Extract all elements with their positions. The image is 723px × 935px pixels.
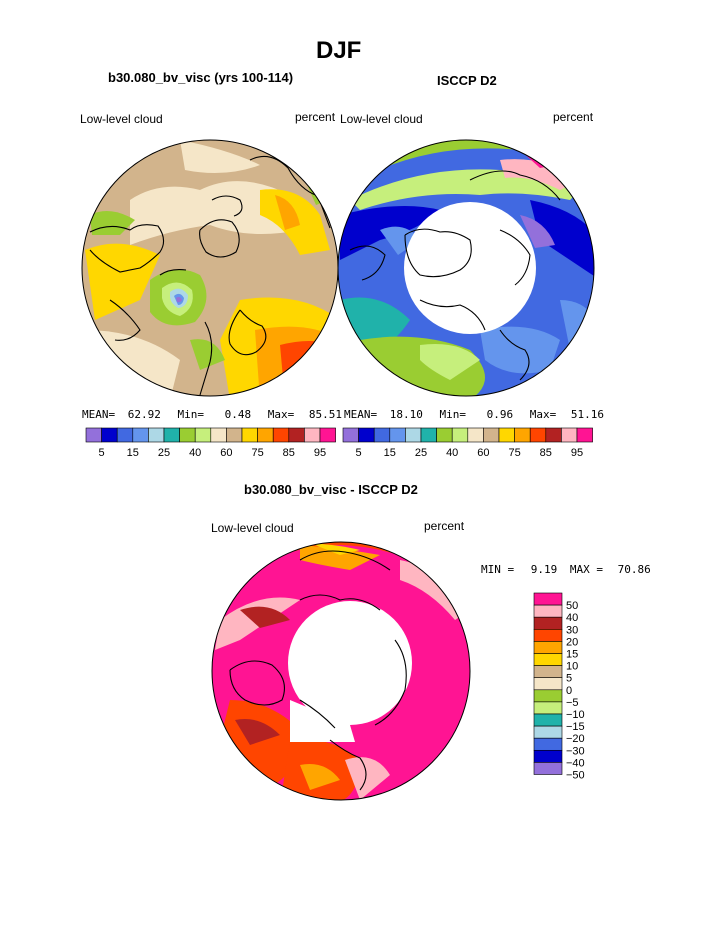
diff-colorbar-label: −30 [566,745,585,757]
obs-colorbar-label: 75 [508,447,520,459]
obs-colorbar-label: 40 [446,447,458,459]
obs-colorbar-swatch [576,427,593,443]
diff-colorbar-label: 15 [566,649,578,661]
obs-min-value: 0.96 [486,408,514,421]
obs-units-label: percent [553,110,594,124]
model-colorbar-label: 60 [220,447,232,459]
diff-colorbar-swatch [533,653,563,666]
diff-colorbar-label: −40 [566,757,585,769]
diff-colorbar-label: 50 [566,600,578,612]
obs-max-label: Max= [529,408,557,421]
obs-mean-value: 18.10 [389,408,423,421]
obs-mean-label: MEAN= [344,408,378,421]
model-max-label: Max= [267,408,295,421]
diff-colorbar-label: 20 [566,636,578,648]
diff-colorbar-label: 40 [566,612,578,624]
model-colorbar-label: 25 [158,447,170,459]
model-max-value: 85.51 [308,408,342,421]
diff-min-value: 9.19 [530,563,558,576]
obs-min-label: Min= [439,408,467,421]
obs-variable-label: Low-level cloud [340,112,423,126]
diff-colorbar-label: −5 [566,697,579,709]
model-colorbar-label: 85 [283,447,295,459]
obs-title: ISCCP D2 [437,73,497,88]
diff-stats: MIN = 9.19 MAX = 70.86 [481,563,651,576]
model-stats: MEAN= 62.92 Min= 0.48 Max= 85.51 [82,408,342,421]
page-title: DJF [316,37,362,64]
diff-colorbar-label: −10 [566,709,585,721]
diff-colorbar-swatch [533,725,563,739]
diff-colorbar-swatch [533,641,563,654]
diff-colorbar-swatch [533,749,563,763]
obs-colorbar-label: 95 [571,447,583,459]
diff-units-label: percent [424,519,465,533]
diff-colorbar-label: 10 [566,661,578,673]
diff-colorbar-swatch [533,592,563,606]
diff-colorbar-label: −50 [566,770,585,782]
diff-colorbar-swatch [533,665,563,678]
diff-min-label: MIN = [481,563,515,576]
diff-colorbar-label: 5 [566,673,572,685]
model-min-label: Min= [177,408,205,421]
diff-colorbar-swatch [533,689,563,703]
diff-colorbar-label: 30 [566,624,578,636]
diff-title: b30.080_bv_visc - ISCCP D2 [244,482,418,497]
diff-max-value: 70.86 [617,563,651,576]
obs-colorbar-label: 85 [540,447,552,459]
model-colorbar-label: 15 [127,447,139,459]
model-units-label: percent [295,110,336,124]
obs-colorbar-label: 25 [415,447,427,459]
model-title: b30.080_bv_visc (yrs 100-114) [108,70,294,85]
diff-variable-label: Low-level cloud [211,521,294,535]
diff-colorbar-swatch [533,677,563,691]
obs-colorbar-label: 60 [477,447,489,459]
diff-colorbar-swatch [533,701,563,715]
diff-colorbar-swatch [533,616,563,630]
model-variable-label: Low-level cloud [80,112,163,126]
diff-colorbar-label: −20 [566,733,585,745]
diff-colorbar-label: −15 [566,721,585,733]
diff-colorbar-swatch [533,713,563,727]
obs-colorbar-label: 5 [356,447,362,459]
obs-max-value: 51.16 [570,408,604,421]
obs-stats: MEAN= 18.10 Min= 0.96 Max= 51.16 [344,408,604,421]
model-colorbar-swatch [319,427,336,443]
obs-colorbar-label: 15 [384,447,396,459]
diff-max-label: MAX = [569,563,603,576]
diff-colorbar-swatch [533,628,563,642]
model-colorbar-label: 5 [99,447,105,459]
model-colorbar-label: 95 [314,447,326,459]
model-colorbar-label: 40 [189,447,201,459]
model-mean-label: MEAN= [82,408,116,421]
diff-colorbar-label: 0 [566,685,572,697]
diff-colorbar-swatch [533,737,563,751]
model-min-value: 0.48 [224,408,252,421]
diff-colorbar-swatch [533,604,563,618]
model-mean-value: 62.92 [127,408,161,421]
diff-colorbar-swatch [533,762,563,775]
model-colorbar-label: 75 [251,447,263,459]
